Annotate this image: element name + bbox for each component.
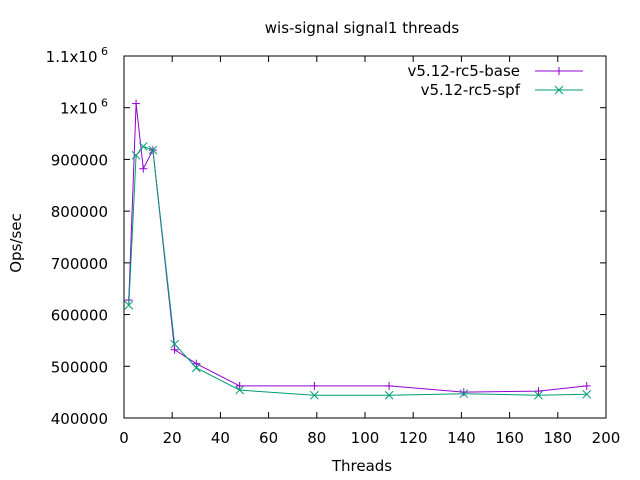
x-tick-label: 0 bbox=[119, 429, 129, 447]
x-axis-title: Threads bbox=[331, 457, 392, 475]
legend-label-1: v5.12-rc5-base bbox=[408, 62, 521, 80]
legend-marker-1 bbox=[555, 67, 563, 75]
y-tick-label: 1x10 6 bbox=[60, 97, 108, 118]
series-2-point bbox=[582, 389, 592, 399]
series-1-point bbox=[534, 387, 543, 396]
y-axis-title: Ops/sec bbox=[7, 213, 25, 273]
x-tick-label: 120 bbox=[399, 429, 428, 447]
series-line-1 bbox=[128, 103, 587, 393]
series-2-point bbox=[191, 363, 201, 373]
y-tick-label: 400000 bbox=[51, 410, 108, 428]
series-1-point bbox=[170, 345, 179, 354]
x-tick-label: 200 bbox=[592, 429, 621, 447]
series-2-point bbox=[148, 145, 158, 155]
x-tick-label: 160 bbox=[495, 429, 524, 447]
x-tick-label: 40 bbox=[211, 429, 230, 447]
series-2-point bbox=[131, 150, 141, 160]
y-tick-label: 1.1x10 6 bbox=[46, 45, 108, 66]
series-1-point bbox=[310, 381, 319, 390]
x-tick-label: 20 bbox=[163, 429, 182, 447]
y-tick-label: 800000 bbox=[51, 203, 108, 221]
x-tick-label: 140 bbox=[447, 429, 476, 447]
y-axis: 400000 500000 600000 700000 800000 900000 1x10… bbox=[46, 45, 606, 428]
legend-label-2: v5.12-rc5-spf bbox=[421, 81, 521, 99]
series-1-point bbox=[235, 381, 244, 390]
x-tick-label: 80 bbox=[307, 429, 326, 447]
series-2-point bbox=[138, 142, 148, 151]
series-2-point bbox=[534, 390, 543, 400]
y-tick-label: 900000 bbox=[51, 151, 108, 169]
y-tick-exponent: 6 bbox=[98, 97, 109, 110]
series-1-point bbox=[385, 381, 394, 390]
y-tick-exponent: 6 bbox=[98, 45, 109, 58]
x-tick-label: 100 bbox=[351, 429, 380, 447]
y-tick-label: 500000 bbox=[51, 358, 108, 376]
series-2-point bbox=[384, 390, 394, 400]
series-1-point bbox=[192, 359, 201, 368]
series-layer bbox=[124, 99, 592, 400]
series-2-point bbox=[310, 390, 319, 400]
series-1-point bbox=[582, 381, 591, 390]
series-line-2 bbox=[128, 145, 587, 396]
x-tick-label: 60 bbox=[259, 429, 278, 447]
series-2-point bbox=[459, 389, 469, 399]
series-1-point bbox=[139, 164, 148, 173]
chart-title: wis-signal signal1 threads bbox=[265, 19, 460, 37]
legend-marker-2 bbox=[554, 85, 564, 95]
y-tick-label: 600000 bbox=[51, 307, 108, 325]
series-1-point bbox=[459, 388, 468, 397]
y-tick-label: 700000 bbox=[51, 255, 108, 273]
series-2-point bbox=[170, 339, 179, 349]
x-tick-label: 180 bbox=[543, 429, 572, 447]
series-1-point bbox=[132, 99, 141, 108]
series-2-point bbox=[124, 300, 134, 310]
series-2-point bbox=[235, 385, 245, 395]
x-axis: 0 20 40 60 80 100 120 140 160 180 200 bbox=[119, 56, 620, 447]
